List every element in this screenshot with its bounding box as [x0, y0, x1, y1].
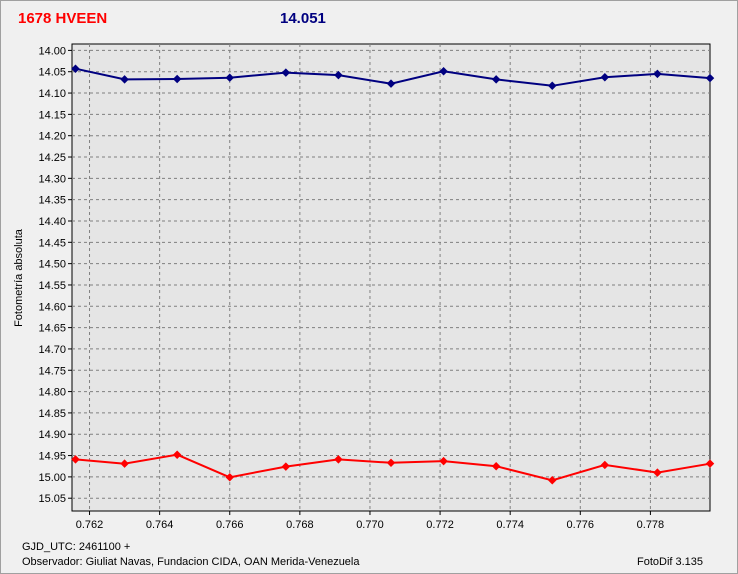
- y-axis-label: Fotometría absoluta: [13, 228, 25, 327]
- x-tick-label: 0.764: [146, 519, 174, 531]
- x-tick-label: 0.774: [496, 519, 524, 531]
- observer-label: Observador: Giuliat Navas, Fundacion CID…: [22, 556, 360, 568]
- y-tick-label: 14.20: [38, 131, 66, 143]
- x-tick-label: 0.762: [76, 519, 104, 531]
- data-point-center: [283, 464, 289, 470]
- comparison-series: [71, 450, 715, 485]
- software-version: FotoDif 3.135: [637, 556, 704, 568]
- star-series: [71, 64, 715, 91]
- y-tick-label: 14.65: [38, 323, 66, 335]
- y-tick-label: 14.75: [38, 365, 66, 377]
- y-tick-label: 14.35: [38, 195, 66, 207]
- star-name-title: 1678 HVEEN: [18, 10, 108, 27]
- data-point-center: [441, 458, 447, 464]
- y-tick-label: 14.95: [38, 451, 66, 463]
- data-series: [71, 64, 715, 485]
- data-point-center: [388, 460, 394, 466]
- y-tick-label: 14.15: [38, 109, 66, 121]
- data-point-center: [335, 456, 341, 462]
- plot-area: [71, 43, 711, 512]
- y-tick-label: 14.60: [38, 301, 66, 313]
- data-point-center: [122, 76, 128, 82]
- data-point-center: [549, 477, 555, 483]
- y-tick-label: 14.50: [38, 259, 66, 271]
- data-point-center: [707, 461, 713, 467]
- data-point-center: [283, 70, 289, 76]
- grid-lines: [72, 44, 710, 511]
- data-point-center: [174, 452, 180, 458]
- data-point-center: [493, 76, 499, 82]
- y-tick-label: 14.90: [38, 429, 66, 441]
- y-tick-label: 14.40: [38, 216, 66, 228]
- data-point-center: [388, 81, 394, 87]
- data-point-center: [174, 76, 180, 82]
- data-point-center: [122, 461, 128, 467]
- data-point-center: [493, 463, 499, 469]
- x-tick-label: 0.768: [286, 519, 314, 531]
- data-point-center: [549, 83, 555, 89]
- y-tick-label: 14.30: [38, 173, 66, 185]
- y-tick-label: 14.80: [38, 387, 66, 399]
- y-tick-label: 14.00: [38, 45, 66, 57]
- x-tick-label: 0.770: [356, 519, 384, 531]
- data-point-center: [602, 74, 608, 80]
- y-tick-label: 14.55: [38, 280, 66, 292]
- y-tick-label: 14.05: [38, 67, 66, 79]
- magnitude-value: 14.051: [280, 10, 326, 27]
- data-point-center: [73, 456, 79, 462]
- x-tick-label: 0.776: [567, 519, 595, 531]
- y-tick-label: 14.70: [38, 344, 66, 356]
- y-tick-label: 14.85: [38, 408, 66, 420]
- data-point-center: [707, 75, 713, 81]
- y-tick-label: 14.25: [38, 152, 66, 164]
- x-tick-label: 0.772: [426, 519, 454, 531]
- data-point-center: [441, 68, 447, 74]
- data-point-center: [227, 75, 233, 81]
- y-tick-label: 14.10: [38, 88, 66, 100]
- data-point-center: [73, 66, 79, 72]
- y-tick-label: 15.05: [38, 493, 66, 505]
- data-point-center: [654, 71, 660, 77]
- gjd-label: GJD_UTC: 2461100 +: [22, 541, 131, 553]
- data-point-center: [602, 462, 608, 468]
- y-tick-label: 15.00: [38, 472, 66, 484]
- data-point-center: [654, 470, 660, 476]
- data-point-center: [335, 72, 341, 78]
- x-tick-label: 0.778: [637, 519, 665, 531]
- x-axis-ticks: 0.762 0.764 0.766 0.768 0.770 0.772 0.774 0.776…: [76, 511, 664, 531]
- y-tick-label: 14.45: [38, 237, 66, 249]
- data-point-center: [227, 474, 233, 480]
- y-axis-ticks: 14.00 14.05 14.10 14.15 14.20 14.25 14.30 14.35…: [38, 45, 72, 505]
- x-tick-label: 0.766: [216, 519, 244, 531]
